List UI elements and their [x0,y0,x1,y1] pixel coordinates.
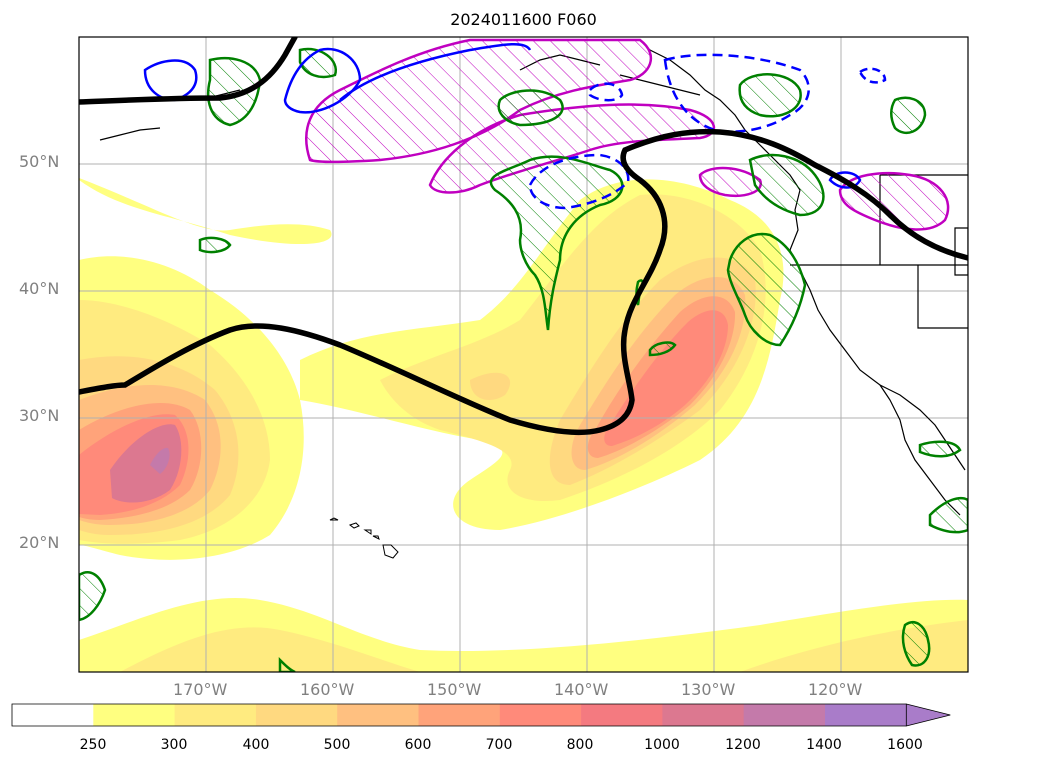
colorbar-segment [662,704,745,726]
colorbar-segment [337,704,419,726]
colorbar-tick-label: 250 [79,737,107,753]
ivt-shading [79,178,968,672]
lon-label-120w: 120°W [808,680,863,699]
hawaii-islands [329,517,399,559]
lon-label-170w: 170°W [173,680,228,699]
lat-label-40n: 40°N [19,279,60,298]
colorbar-segment [93,704,176,726]
colorbar-tick-label: 400 [242,737,270,753]
colorbar-segment [743,704,826,726]
green-contours [79,47,968,672]
colorbar-tick-label: 600 [404,737,432,753]
colorbar-segment [255,704,338,726]
colorbar-tick-label: 800 [566,737,594,753]
lon-label-130w: 130°W [681,680,736,699]
colorbar-tick-label: 1200 [725,737,761,753]
colorbar-segment [581,704,663,726]
lat-label-20n: 20°N [19,533,60,552]
colorbar-segment [825,704,907,726]
colorbar-tick-label: 300 [160,737,188,753]
lon-label-160w: 160°W [300,680,355,699]
black-jet-contour [79,37,968,436]
colorbar-tick-label: 1600 [887,737,923,753]
lon-label-140w: 140°W [554,680,609,699]
colorbar-segment [174,704,257,726]
colorbar [11,703,951,727]
colorbar-tick-label: 500 [323,737,351,753]
blue-contours [143,42,887,210]
colorbar-tick-label: 1400 [806,737,842,753]
ivt-plume-west [79,178,332,245]
colorbar-tick-label: 700 [485,737,513,753]
lat-label-50n: 50°N [19,152,60,171]
plot-frame [78,36,969,673]
colorbar-outline [11,703,907,727]
map-title: 2024011600 F060 [450,10,597,29]
lat-label-30n: 30°N [19,406,60,425]
colorbar-tick-label: 1000 [644,737,680,753]
lon-label-150w: 150°W [427,680,482,699]
colorbar-segment [418,704,501,726]
colorbar-extend-arrow [905,703,951,727]
colorbar-segment [12,704,94,726]
colorbar-segment [499,704,582,726]
